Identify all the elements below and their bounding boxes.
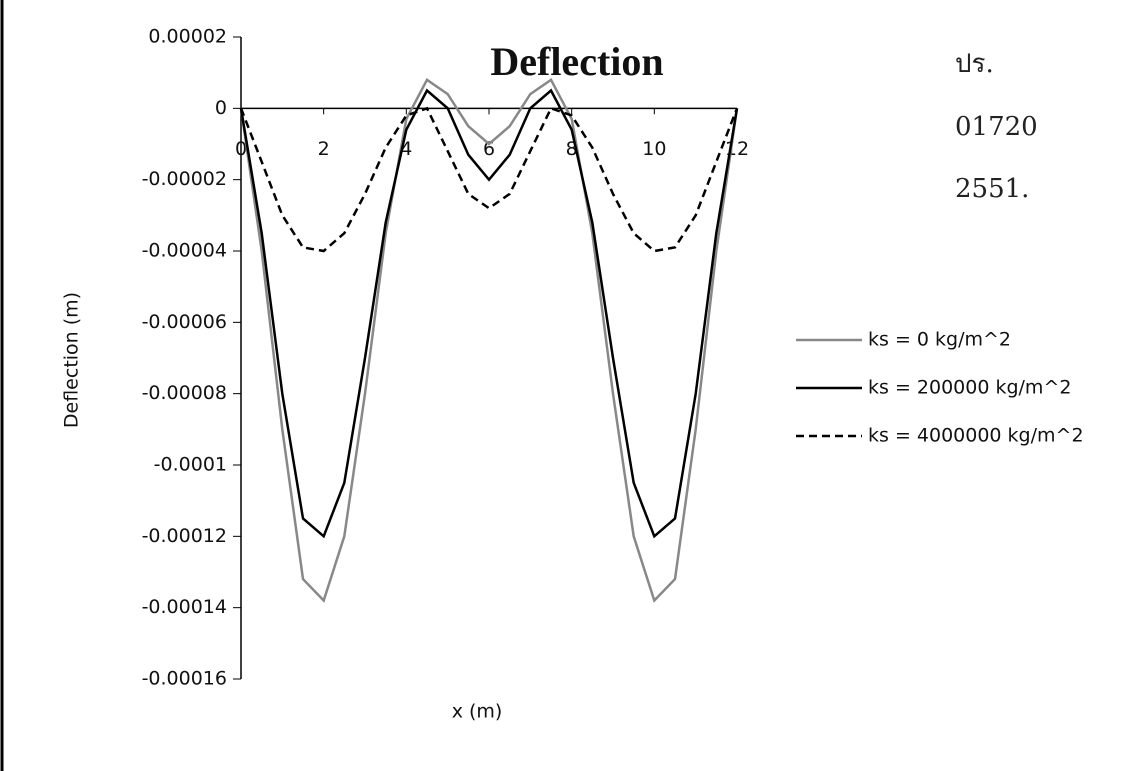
y-tick-label: -0.00012 bbox=[142, 525, 227, 547]
y-tick-label: -0.00014 bbox=[142, 596, 227, 618]
y-tick-label: -0.00006 bbox=[142, 311, 227, 333]
y-tick-label: -0.00004 bbox=[142, 240, 227, 262]
annotation: 2551. bbox=[955, 174, 1029, 204]
y-tick-label: 0 bbox=[215, 97, 227, 119]
y-tick-label: -0.00008 bbox=[142, 382, 227, 404]
legend-label: ks = 4000000 kg/m^2 bbox=[868, 425, 1084, 447]
y-tick-label: 0.00002 bbox=[148, 26, 227, 48]
legend-label: ks = 0 kg/m^2 bbox=[868, 329, 1011, 351]
annotation: ปร. bbox=[955, 49, 994, 79]
y-tick-label: -0.00002 bbox=[142, 168, 227, 190]
y-tick-label: -0.0001 bbox=[154, 454, 227, 476]
y-tick-label: -0.00016 bbox=[142, 668, 227, 690]
chart: Deflection Deflection (m) x (m) ปร. 0172… bbox=[0, 0, 1126, 771]
x-tick-label: 10 bbox=[642, 138, 666, 160]
chart-title: Deflection bbox=[490, 39, 663, 84]
x-axis-title: x (m) bbox=[452, 701, 503, 723]
y-axis-title: Deflection (m) bbox=[61, 292, 83, 428]
annotation: 01720 bbox=[955, 112, 1038, 142]
x-tick-label: 2 bbox=[318, 138, 330, 160]
legend-label: ks = 200000 kg/m^2 bbox=[868, 377, 1071, 399]
